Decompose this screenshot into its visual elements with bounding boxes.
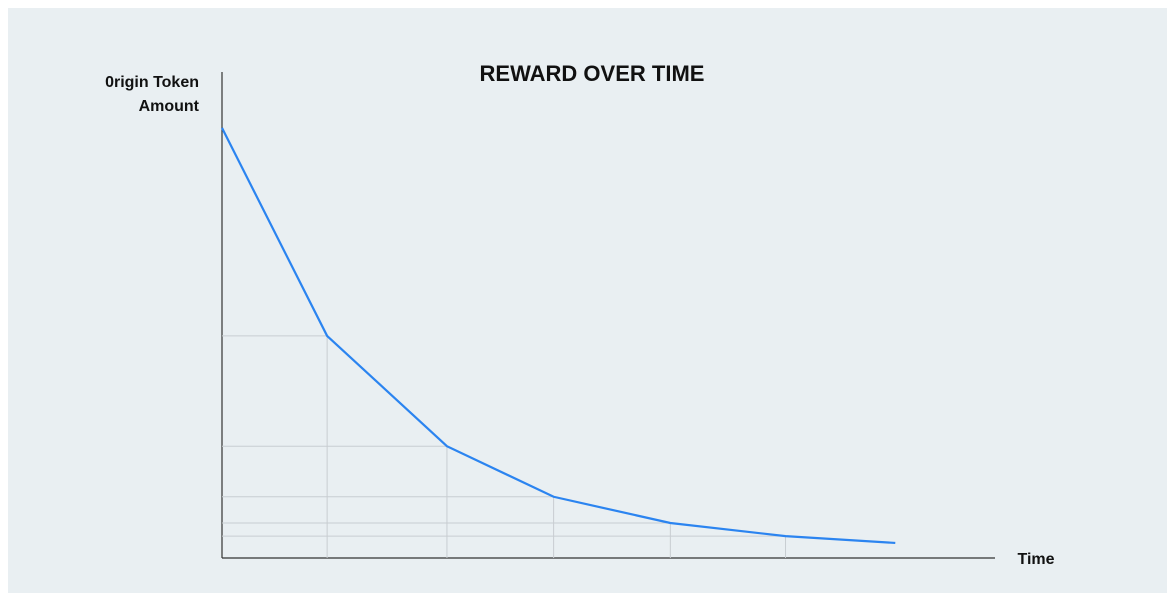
line bbox=[221, 127, 896, 545]
panel bbox=[8, 8, 1167, 593]
x-axis-label: Time bbox=[1017, 551, 1054, 568]
y-axis-label: 0rigin Token bbox=[105, 74, 199, 91]
y-axis-label: Amount bbox=[139, 98, 200, 115]
chart-title: REWARD OVER TIME bbox=[480, 61, 705, 86]
